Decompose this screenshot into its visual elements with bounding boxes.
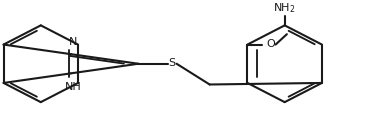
Text: S: S xyxy=(169,58,176,68)
Text: NH$_2$: NH$_2$ xyxy=(273,1,296,15)
Text: NH: NH xyxy=(65,82,81,92)
Text: N: N xyxy=(69,37,77,47)
Text: O: O xyxy=(266,38,275,49)
